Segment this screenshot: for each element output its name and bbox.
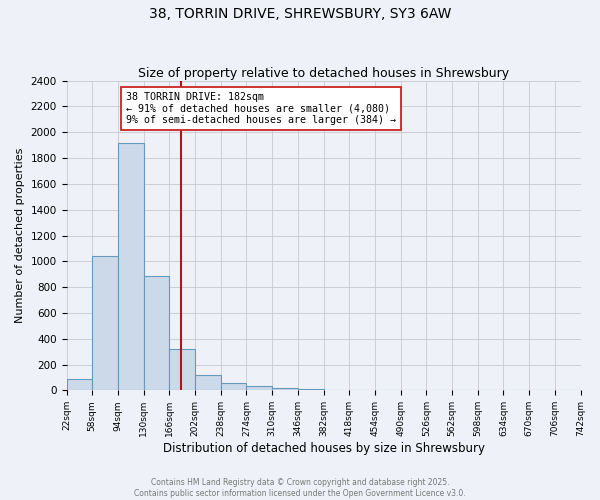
Text: Contains HM Land Registry data © Crown copyright and database right 2025.
Contai: Contains HM Land Registry data © Crown c… xyxy=(134,478,466,498)
Title: Size of property relative to detached houses in Shrewsbury: Size of property relative to detached ho… xyxy=(138,66,509,80)
Bar xyxy=(272,388,298,390)
Bar xyxy=(118,142,143,390)
Bar xyxy=(92,256,118,390)
Y-axis label: Number of detached properties: Number of detached properties xyxy=(15,148,25,323)
Bar xyxy=(195,375,221,390)
Bar xyxy=(143,276,169,390)
Bar xyxy=(221,384,247,390)
Text: 38 TORRIN DRIVE: 182sqm
← 91% of detached houses are smaller (4,080)
9% of semi-: 38 TORRIN DRIVE: 182sqm ← 91% of detache… xyxy=(125,92,395,124)
Bar xyxy=(169,349,195,391)
Bar xyxy=(67,378,92,390)
Bar xyxy=(247,386,272,390)
X-axis label: Distribution of detached houses by size in Shrewsbury: Distribution of detached houses by size … xyxy=(163,442,485,455)
Text: 38, TORRIN DRIVE, SHREWSBURY, SY3 6AW: 38, TORRIN DRIVE, SHREWSBURY, SY3 6AW xyxy=(149,8,451,22)
